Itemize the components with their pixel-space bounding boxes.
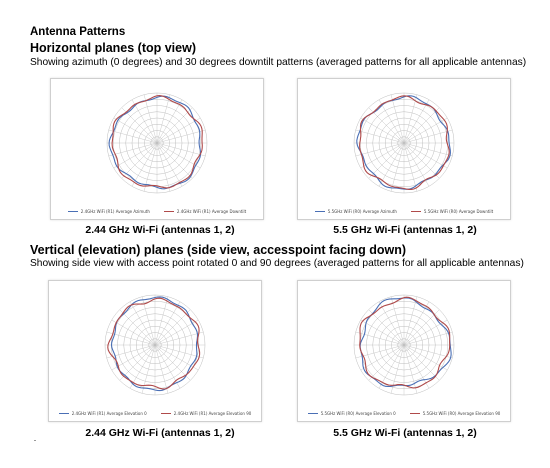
plot-caption: 5.5 GHz Wi-Fi (antennas 1, 2) [333, 427, 477, 439]
section-description-vertical: Showing side view with access point rota… [30, 258, 524, 269]
legend-item: 5.5GHz WiFi (R0) Average Elevation 90 [409, 411, 501, 416]
legend-label: 5.5GHz WiFi (R0) Average Downtilt [423, 209, 494, 214]
polar-plot-panel: 5.5GHz WiFi (R0) Average Azimuth 5.5GHz … [297, 78, 511, 220]
legend-label: 2.4GHz WiFi (R1) Average Downtilt [176, 209, 247, 214]
page-mark [34, 440, 36, 441]
plot-caption: 2.44 GHz Wi-Fi (antennas 1, 2) [85, 224, 235, 236]
legend-item: 2.4GHz WiFi (R1) Average Elevation 0 [58, 411, 147, 416]
polar-grid [104, 294, 206, 396]
legend-item: 2.4GHz WiFi (R1) Average Elevation 90 [160, 411, 252, 416]
pattern-curve [108, 95, 202, 190]
pattern-curve [356, 95, 451, 190]
pattern-curve [107, 297, 201, 390]
polar-plot [353, 92, 455, 194]
legend-label: 5.5GHz WiFi (R0) Average Elevation 0 [320, 411, 396, 416]
document-title: Antenna Patterns [30, 26, 126, 38]
plot-caption: 2.44 GHz Wi-Fi (antennas 1, 2) [85, 427, 235, 439]
pattern-curve [359, 296, 451, 389]
legend-item: 5.5GHz WiFi (R0) Average Downtilt [410, 209, 494, 214]
legend-item: 2.4GHz WiFi (R1) Average Azimuth [67, 209, 150, 214]
section-description-horizontal: Showing azimuth (0 degrees) and 30 degre… [30, 57, 527, 68]
legend-item: 2.4GHz WiFi (R1) Average Downtilt [163, 209, 247, 214]
plot-legend: 5.5GHz WiFi (R0) Average Azimuth 5.5GHz … [298, 209, 510, 214]
legend-label: 2.4GHz WiFi (R1) Average Elevation 0 [71, 411, 147, 416]
legend-label: 2.4GHz WiFi (R1) Average Azimuth [80, 209, 150, 214]
pattern-curve [111, 95, 203, 189]
legend-label: 5.5GHz WiFi (R0) Average Azimuth [327, 209, 397, 214]
plot-caption: 5.5 GHz Wi-Fi (antennas 1, 2) [333, 224, 477, 236]
legend-label: 5.5GHz WiFi (R0) Average Elevation 90 [422, 411, 501, 416]
polar-grid [353, 92, 455, 194]
polar-plot-panel: 2.4GHz WiFi (R1) Average Elevation 0 2.4… [48, 280, 262, 422]
plot-legend: 5.5GHz WiFi (R0) Average Elevation 0 5.5… [298, 411, 510, 416]
polar-plot-panel: 5.5GHz WiFi (R0) Average Elevation 0 5.5… [297, 280, 511, 422]
plot-legend: 2.4GHz WiFi (R1) Average Azimuth 2.4GHz … [51, 209, 263, 214]
plot-legend: 2.4GHz WiFi (R1) Average Elevation 0 2.4… [49, 411, 261, 416]
polar-plot-panel: 2.4GHz WiFi (R1) Average Azimuth 2.4GHz … [50, 78, 264, 220]
polar-plot [104, 294, 206, 396]
section-heading-horizontal: Horizontal planes (top view) [30, 41, 196, 55]
legend-item: 5.5GHz WiFi (R0) Average Azimuth [314, 209, 397, 214]
polar-plot [353, 294, 455, 396]
legend-label: 2.4GHz WiFi (R1) Average Elevation 90 [173, 411, 252, 416]
pattern-curve [359, 95, 450, 190]
polar-grid [106, 92, 208, 194]
legend-item: 5.5GHz WiFi (R0) Average Elevation 0 [307, 411, 396, 416]
section-heading-vertical: Vertical (elevation) planes (side view, … [30, 243, 407, 257]
polar-plot [106, 92, 208, 194]
polar-grid [353, 294, 455, 396]
